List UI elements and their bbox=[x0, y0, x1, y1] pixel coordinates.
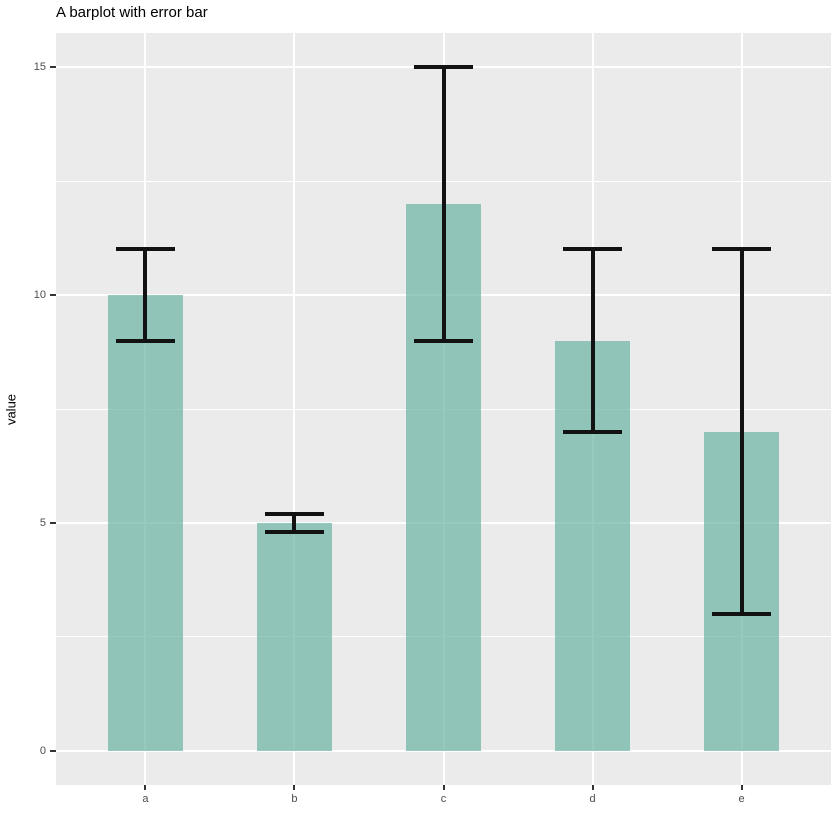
bar-a bbox=[108, 295, 183, 751]
y-tick-mark bbox=[50, 521, 56, 524]
error-bar-stem-c bbox=[441, 67, 446, 341]
x-tick-label-b: b bbox=[291, 793, 298, 805]
error-bar-bottom-cap-d bbox=[562, 429, 623, 434]
y-tick-label-10: 10 bbox=[33, 289, 46, 302]
error-bar-top-cap-d bbox=[562, 247, 623, 252]
error-bar-stem-e bbox=[739, 249, 744, 615]
y-tick-mark bbox=[50, 66, 56, 69]
y-axis-title: value bbox=[3, 393, 19, 426]
y-tick-mark bbox=[50, 294, 56, 297]
y-tick-mark bbox=[50, 749, 56, 752]
error-bar-bottom-cap-b bbox=[264, 530, 325, 535]
error-bar-top-cap-e bbox=[711, 247, 772, 252]
x-tick-mark bbox=[442, 785, 445, 790]
y-tick-label-0: 0 bbox=[39, 744, 46, 757]
vertical-gridline bbox=[293, 33, 296, 785]
x-tick-label-d: d bbox=[589, 793, 596, 805]
error-bar-top-cap-c bbox=[413, 65, 474, 70]
error-bar-bottom-cap-e bbox=[711, 612, 772, 617]
error-bar-top-cap-b bbox=[264, 511, 325, 516]
y-tick-label-15: 15 bbox=[33, 61, 46, 74]
bar-b bbox=[257, 522, 332, 751]
x-tick-label-c: c bbox=[440, 793, 447, 805]
chart-title: A barplot with error bar bbox=[56, 4, 208, 21]
x-tick-label-a: a bbox=[142, 793, 149, 805]
error-bar-bottom-cap-a bbox=[115, 338, 176, 343]
plot-panel bbox=[56, 33, 831, 785]
error-bar-bottom-cap-c bbox=[413, 338, 474, 343]
x-tick-mark bbox=[144, 785, 147, 790]
y-tick-label-5: 5 bbox=[39, 516, 46, 529]
x-tick-label-e: e bbox=[738, 793, 745, 805]
x-tick-mark bbox=[591, 785, 594, 790]
x-tick-mark bbox=[293, 785, 296, 790]
error-bar-top-cap-a bbox=[115, 247, 176, 252]
error-bar-stem-b bbox=[292, 513, 297, 533]
x-tick-mark bbox=[740, 785, 743, 790]
error-bar-stem-d bbox=[590, 249, 595, 432]
error-bar-stem-a bbox=[143, 249, 148, 341]
